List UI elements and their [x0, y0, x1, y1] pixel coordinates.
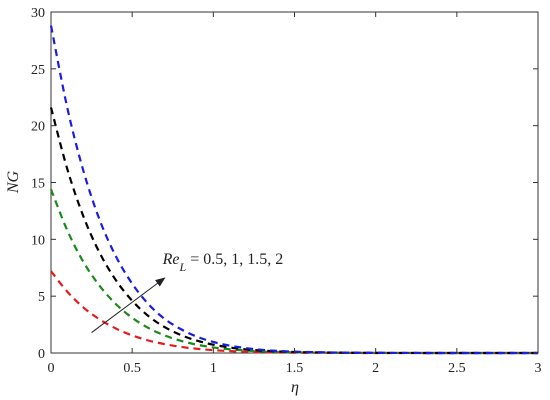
annotation: ReL = 0.5, 1, 1.5, 2 — [91, 251, 284, 333]
y-tick-label: 30 — [31, 6, 45, 21]
annotation-values: = 0.5, 1, 1.5, 2 — [186, 251, 283, 268]
y-tick-label: 20 — [31, 120, 45, 135]
x-tick-label: 0 — [48, 361, 55, 376]
x-tick-label: 3 — [535, 361, 542, 376]
y-tick-label: 15 — [31, 177, 45, 192]
annotation-symbol: Re — [162, 251, 180, 268]
x-tick-label: 2.5 — [448, 361, 466, 376]
x-tick-label: 1 — [210, 361, 217, 376]
annotation-subscript: L — [179, 260, 187, 274]
x-tick-label: 1.5 — [286, 361, 304, 376]
x-tick-label: 2 — [372, 361, 379, 376]
series-line-4 — [49, 25, 538, 355]
annotation-label: ReL = 0.5, 1, 1.5, 2 — [162, 251, 284, 274]
y-tick-label: 0 — [38, 347, 45, 362]
series-line-2 — [49, 188, 538, 355]
y-axis-label: NG — [5, 170, 22, 194]
y-tick-label: 25 — [31, 63, 45, 78]
annotation-arrow — [91, 277, 166, 333]
x-axis-label: η — [291, 379, 299, 396]
x-tick-label: 0.5 — [123, 361, 141, 376]
plot-area — [50, 11, 539, 354]
y-tick-label: 5 — [38, 290, 45, 305]
y-tick-label: 10 — [31, 233, 45, 248]
series-layer — [49, 25, 538, 355]
